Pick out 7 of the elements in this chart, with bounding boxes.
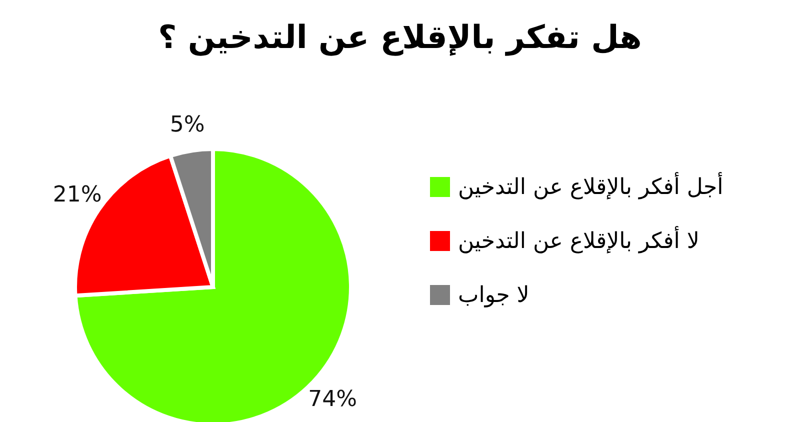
legend-label: لا أفكر بالإقلاع عن التدخين (458, 228, 700, 254)
data-label: 5% (170, 112, 205, 138)
legend-label: لا جواب (458, 282, 530, 308)
data-label: 21% (52, 182, 102, 208)
legend-label: أجل أفكر بالإقلاع عن التدخين (458, 174, 724, 200)
data-label: 74% (308, 386, 358, 412)
chart-title: هل تفكر بالإقلاع عن التدخين ؟ (157, 18, 643, 56)
